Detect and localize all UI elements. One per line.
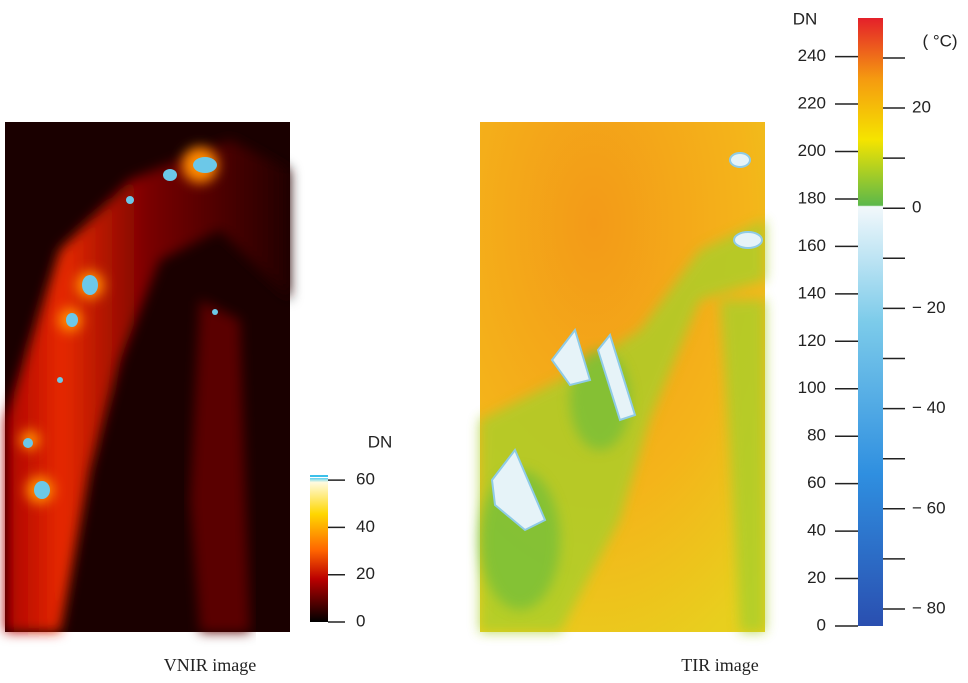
tick-label: − 40 [912, 398, 946, 417]
tir-image [480, 122, 765, 632]
tick-label: 0 [912, 198, 921, 217]
tick-label: 20 [807, 568, 826, 587]
tick-label: 20 [356, 564, 375, 583]
tick-label: 0 [817, 615, 826, 634]
tick-label: 20 [912, 97, 931, 116]
caption: VNIR image [164, 655, 256, 675]
tick-label: 220 [798, 94, 826, 113]
caption: TIR image [681, 655, 758, 675]
tick-label: 180 [798, 188, 826, 207]
colorbar-label: DN [368, 432, 393, 451]
tick-label: 140 [798, 283, 826, 302]
tick-label: 120 [798, 331, 826, 350]
tick-label: 240 [798, 46, 826, 65]
tick-label: − 60 [912, 498, 946, 517]
tick-label: 160 [798, 236, 826, 255]
tick-label: − 80 [912, 598, 946, 617]
colorbar-label: DN [793, 9, 818, 28]
tick-label: 100 [798, 378, 826, 397]
tick-group: 0204060020406080100120140160180200220240… [328, 46, 946, 634]
tick-label: 200 [798, 141, 826, 160]
tick-label: 40 [807, 521, 826, 540]
vnir-image [5, 122, 290, 632]
tir-colorbar [858, 18, 883, 626]
tick-label: 60 [807, 473, 826, 492]
temperature-label: ( °C) [922, 31, 957, 50]
tick-label: − 20 [912, 298, 946, 317]
vnir-colorbar [310, 478, 328, 622]
tick-label: 60 [356, 470, 375, 489]
tick-label: 0 [356, 611, 365, 630]
tick-label: 40 [356, 517, 375, 536]
tick-label: 80 [807, 426, 826, 445]
